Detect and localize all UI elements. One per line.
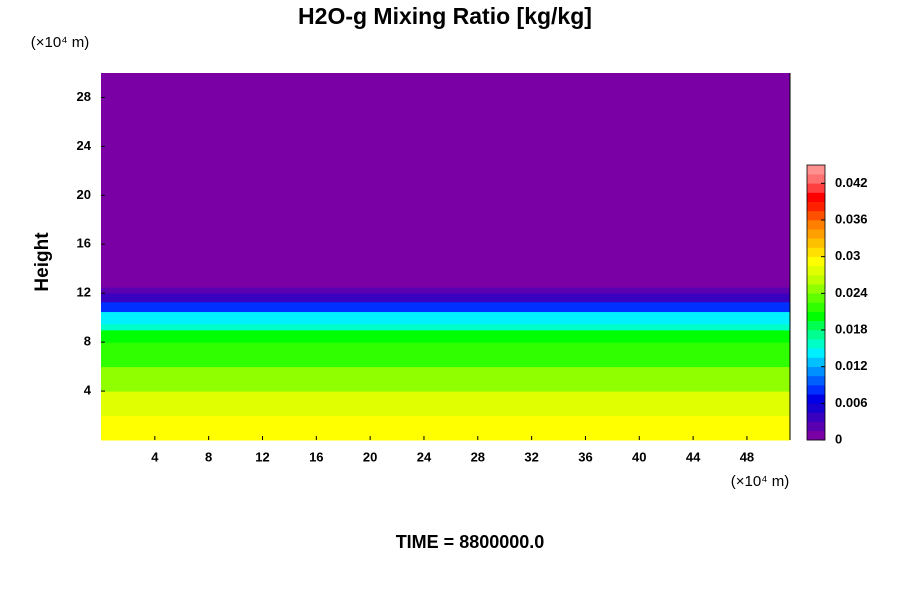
- heatmap-band: [101, 301, 790, 313]
- colorbar-swatch: [807, 311, 825, 322]
- colorbar-swatch: [807, 330, 825, 340]
- colorbar-swatch: [807, 165, 825, 175]
- x-tick-label: 4: [151, 449, 159, 464]
- colorbar-tick-label: 0.018: [835, 321, 868, 336]
- colorbar-swatch: [807, 302, 825, 312]
- colorbar-swatch: [807, 265, 825, 276]
- colorbar-swatch: [807, 403, 825, 413]
- y-tick-label: 12: [77, 285, 91, 300]
- x-tick-label: 44: [686, 449, 701, 464]
- colorbar-tick-label: 0.012: [835, 358, 868, 373]
- x-tick-label: 24: [417, 449, 432, 464]
- x-tick-label: 8: [205, 449, 212, 464]
- heatmap-band: [101, 73, 790, 74]
- colorbar-swatch: [807, 339, 825, 349]
- colorbar-swatch: [807, 238, 825, 248]
- y-axis-title: Height: [32, 232, 53, 292]
- colorbar-border: [806, 164, 826, 441]
- x-unit: (×10⁴ m): [731, 473, 790, 490]
- heatmap-band: [101, 329, 790, 343]
- colorbar-swatch: [807, 385, 825, 395]
- y-unit: (×10⁴ m): [31, 34, 90, 51]
- colorbar-swatch: [807, 174, 825, 184]
- x-tick-label: 36: [578, 449, 592, 464]
- x-tick-label: 32: [524, 449, 538, 464]
- y-tick-label: 4: [84, 383, 92, 398]
- heatmap-band: [101, 311, 790, 325]
- colorbar-swatch: [807, 201, 825, 212]
- colorbar-swatch: [807, 256, 825, 267]
- heatmap-band: [101, 342, 790, 368]
- y-tick-label: 24: [77, 138, 92, 153]
- colorbar-swatch: [807, 412, 825, 422]
- colorbar-swatch: [807, 375, 825, 386]
- heatmap-band: [101, 73, 790, 288]
- heatmap-band: [101, 391, 790, 417]
- heatmap-band: [101, 287, 790, 294]
- colorbar-swatch: [807, 247, 825, 257]
- colorbar-tick-label: 0.042: [835, 175, 868, 190]
- x-tick-label: 16: [309, 449, 323, 464]
- y-tick-label: 16: [77, 236, 91, 251]
- colorbar-swatch: [807, 284, 825, 294]
- time-label: TIME = 8800000.0: [396, 532, 545, 552]
- y-tick-label: 8: [84, 334, 91, 349]
- colorbar-swatch: [807, 421, 825, 432]
- x-tick-label: 40: [632, 449, 646, 464]
- x-tick-label: 28: [471, 449, 485, 464]
- x-tick-label: 20: [363, 449, 377, 464]
- colorbar-tick-label: 0.024: [835, 285, 868, 300]
- colorbar-swatch: [807, 394, 825, 404]
- x-tick-label: 48: [740, 449, 754, 464]
- colorbar-swatch: [807, 320, 825, 331]
- y-tick-label: 20: [77, 187, 91, 202]
- colorbar-tick-label: 0: [835, 431, 842, 446]
- colorbar-swatch: [807, 275, 825, 285]
- colorbar-swatch: [807, 220, 825, 230]
- colorbar-swatch: [807, 366, 825, 377]
- colorbar-swatch: [807, 348, 825, 358]
- colorbar-swatch: [807, 210, 825, 221]
- chart-title: H2O-g Mixing Ratio [kg/kg]: [298, 3, 592, 29]
- colorbar-swatch: [807, 183, 825, 193]
- colorbar-swatch: [807, 229, 825, 239]
- heatmap-band: [101, 323, 790, 331]
- colorbar-swatch: [807, 430, 825, 441]
- heatmap-band: [101, 293, 790, 303]
- colorbar-tick-label: 0.036: [835, 211, 868, 226]
- colorbar-swatch: [807, 293, 825, 303]
- heatmap-band: [101, 415, 790, 441]
- colorbar-tick-label: 0.006: [835, 395, 868, 410]
- colorbar-swatch: [807, 357, 825, 367]
- y-tick-label: 28: [77, 89, 91, 104]
- x-tick-label: 12: [255, 449, 269, 464]
- colorbar-tick-label: 0.03: [835, 248, 860, 263]
- colorbar-swatch: [807, 192, 825, 202]
- heatmap-band: [101, 366, 790, 392]
